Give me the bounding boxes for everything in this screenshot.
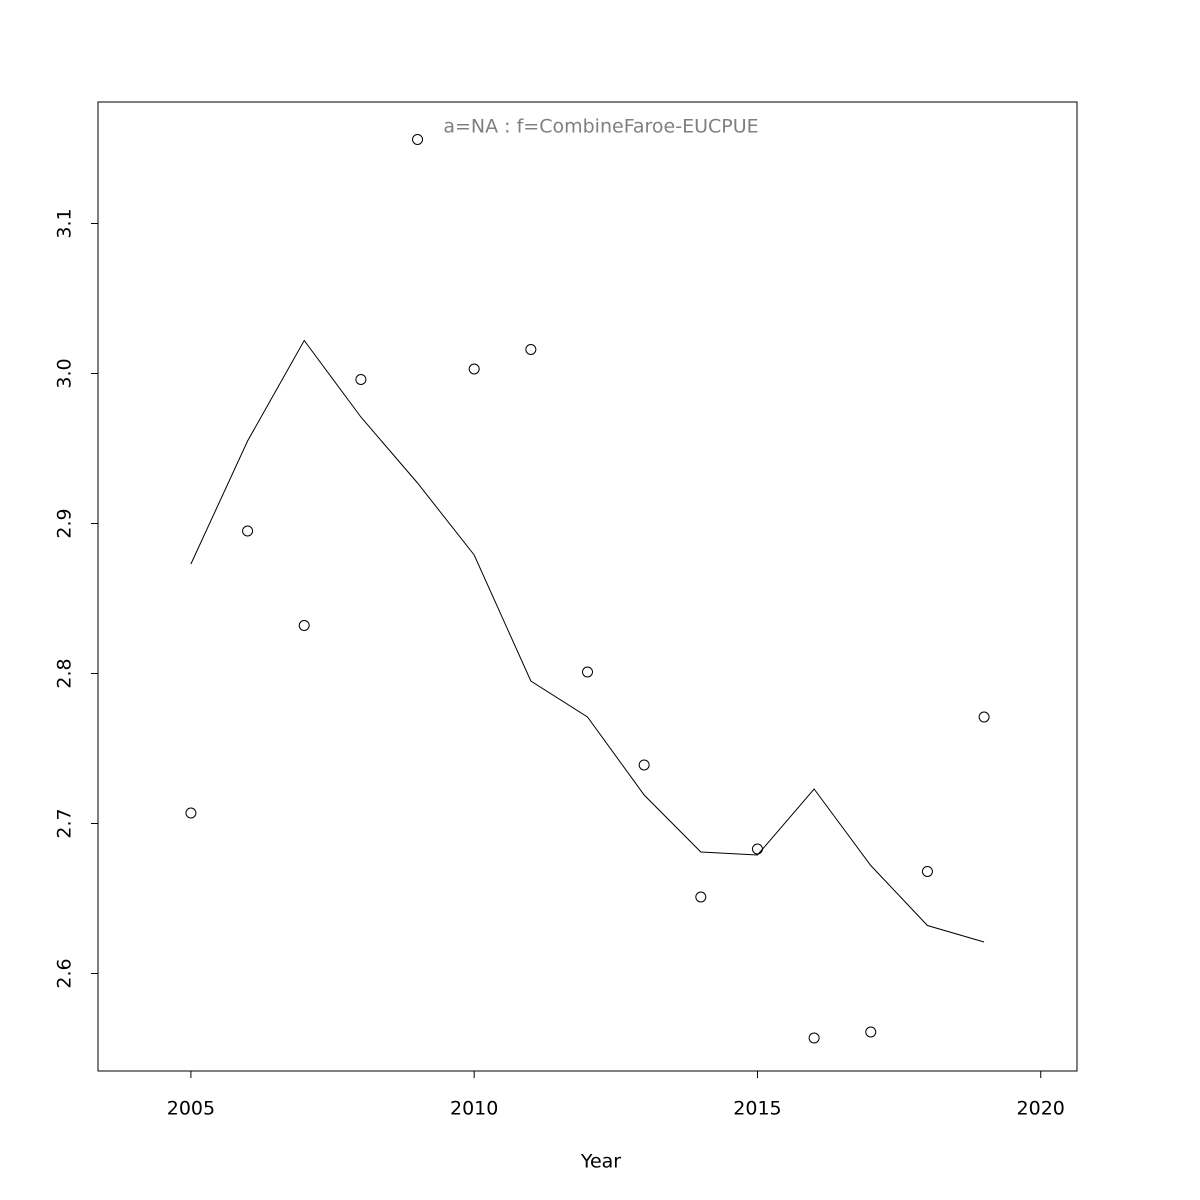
x-axis-title: Year	[580, 1151, 621, 1173]
plot-box	[97, 101, 1078, 1072]
data-point	[638, 759, 650, 771]
data-point	[751, 843, 763, 855]
data-point	[921, 866, 933, 877]
x-tick-label: 2010	[450, 1098, 498, 1120]
data-point	[582, 666, 593, 678]
data-point	[412, 134, 424, 145]
x-tick-label: 2020	[1017, 1098, 1065, 1120]
annotation: a=NA : f=CombineFaroe-EUCPUE	[443, 116, 758, 138]
line	[190, 339, 985, 943]
data-point	[468, 363, 480, 375]
data-point	[242, 525, 254, 537]
x-tick-label: 2015	[733, 1098, 781, 1120]
data-point	[355, 374, 367, 385]
y-tick-label: 3.1	[54, 208, 76, 238]
data-point	[298, 620, 310, 631]
y-tick-label: 2.7	[54, 808, 76, 838]
y-tick-label: 3.0	[54, 358, 76, 388]
y-tick-label: 2.6	[54, 958, 76, 988]
data-point	[865, 1026, 877, 1038]
y-tick-label: 2.9	[54, 508, 76, 538]
y-tick-label: 2.8	[54, 658, 76, 688]
data-point	[525, 344, 537, 355]
data-point	[185, 807, 197, 819]
data-point	[978, 711, 990, 723]
x-tick-label: 2005	[167, 1098, 215, 1120]
data-point	[695, 891, 707, 903]
data-point	[808, 1032, 820, 1044]
